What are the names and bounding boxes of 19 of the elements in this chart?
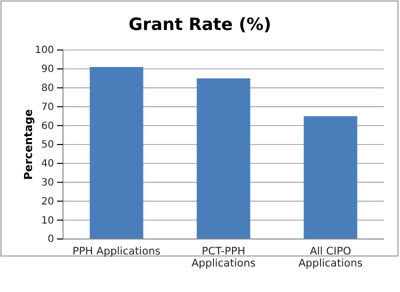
chart-title: Grant Rate (%) xyxy=(128,15,272,35)
y-tick-label: 60 xyxy=(41,120,54,132)
y-tick-label: 100 xyxy=(34,45,54,56)
bar xyxy=(196,78,250,239)
y-axis-title: Percentage xyxy=(22,109,35,180)
y-tick-label: 90 xyxy=(41,64,54,76)
y-tick-label: 30 xyxy=(41,178,54,188)
x-tick-label: PCT-PPH Applications xyxy=(191,245,256,270)
x-tick-label: All CIPO Applications xyxy=(298,245,363,270)
bar xyxy=(304,116,358,239)
y-tick-label: 50 xyxy=(41,140,54,151)
y-tick-label: 20 xyxy=(41,196,54,208)
x-tick-label: PPH Applications xyxy=(72,245,161,258)
y-tick-label: 80 xyxy=(41,83,54,94)
y-tick-label: 10 xyxy=(41,215,54,226)
y-tick-label: 40 xyxy=(41,158,54,170)
y-tick-label: 70 xyxy=(41,102,54,113)
y-tick-label: 0 xyxy=(48,234,54,246)
bar xyxy=(90,67,144,239)
